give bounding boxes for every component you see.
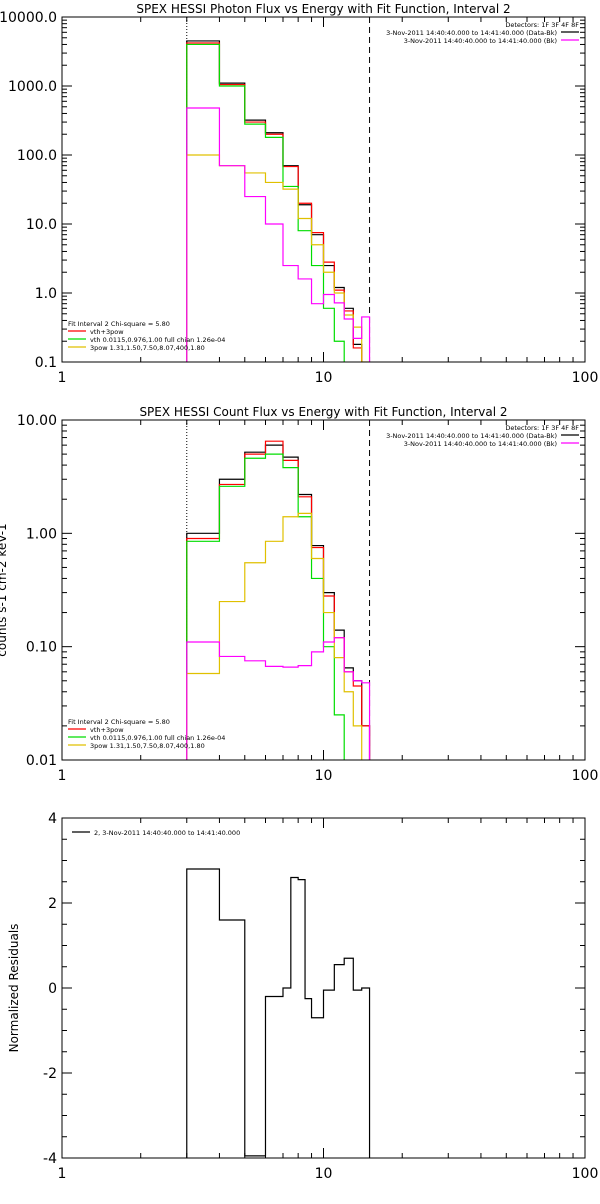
legend-label: 3-Nov-2011 14:40:40.000 to 14:41:40.000 … bbox=[404, 440, 557, 448]
series-line-0 bbox=[186, 40, 363, 362]
series-line-1 bbox=[186, 440, 371, 760]
series-line-0 bbox=[186, 868, 371, 1158]
series-line-4 bbox=[186, 637, 371, 760]
legend-header: Fit Interval 2 Chi-square = 5.80 bbox=[68, 718, 170, 726]
series-line-2 bbox=[186, 43, 345, 362]
y-tick-label: 0.10 bbox=[26, 640, 57, 656]
x-tick-label: 10 bbox=[315, 1166, 333, 1182]
x-tick-label: 10 bbox=[315, 370, 333, 386]
y-tick-label: 1000.0 bbox=[8, 79, 57, 95]
y-tick-label: 4 bbox=[48, 811, 57, 827]
legend-label: vth 0.0115,0.976,1.00 full chian 1.26e-0… bbox=[90, 336, 225, 344]
series-line-2 bbox=[186, 453, 345, 760]
chart-title: SPEX HESSI Photon Flux vs Energy with Fi… bbox=[136, 2, 510, 16]
x-tick-label: 100 bbox=[572, 768, 599, 784]
x-tick-label: 100 bbox=[572, 1166, 599, 1182]
legend-label: vth+3pow bbox=[90, 726, 124, 734]
chart-title: SPEX HESSI Count Flux vs Energy with Fit… bbox=[139, 405, 507, 419]
legend-label: 3pow 1.31,1.50,7.50,8.07,400,1.80 bbox=[90, 344, 205, 352]
legend-label: vth 0.0115,0.976,1.00 full chian 1.26e-0… bbox=[90, 734, 225, 742]
y-tick-label: 1.00 bbox=[26, 526, 57, 542]
legend-header: Fit Interval 2 Chi-square = 5.80 bbox=[68, 320, 170, 328]
y-tick-label: 0 bbox=[48, 981, 57, 997]
y-tick-label: 0.1 bbox=[35, 355, 57, 371]
y-tick-label: 1.0 bbox=[35, 286, 57, 302]
plot-frame bbox=[61, 419, 586, 761]
legend-label: 2, 3-Nov-2011 14:40:40.000 to 14:41:40.0… bbox=[94, 829, 240, 837]
x-tick-label: 1 bbox=[58, 1166, 67, 1182]
y-tick-label: 10.0 bbox=[26, 217, 57, 233]
y-axis-label: Normalized Residuals bbox=[7, 924, 21, 1053]
series-line-4 bbox=[186, 107, 371, 362]
x-tick-label: 1 bbox=[58, 370, 67, 386]
y-tick-label: -2 bbox=[43, 1066, 57, 1082]
y-tick-label: 0.01 bbox=[26, 753, 57, 769]
legend-label: 3-Nov-2011 14:40:40.000 to 14:41:40.000 … bbox=[386, 29, 557, 37]
x-tick-label: 100 bbox=[572, 370, 599, 386]
y-tick-label: -4 bbox=[43, 1151, 57, 1167]
legend-header: Detectors: 1F 3F 4F 8F bbox=[505, 21, 579, 29]
series-line-3 bbox=[186, 512, 363, 760]
y-tick-label: 2 bbox=[48, 896, 57, 912]
legend-label: 3-Nov-2011 14:40:40.000 to 14:41:40.000 … bbox=[386, 432, 557, 440]
plot-frame bbox=[61, 16, 586, 363]
x-tick-label: 1 bbox=[58, 768, 67, 784]
x-tick-label: 10 bbox=[315, 768, 333, 784]
y-axis-label: counts s-1 cm-2 keV-1 bbox=[0, 523, 9, 656]
y-tick-label: 100.0 bbox=[17, 148, 57, 164]
legend-label: 3-Nov-2011 14:40:40.000 to 14:41:40.000 … bbox=[404, 37, 557, 45]
plot-frame bbox=[61, 817, 586, 1159]
y-tick-label: 10000.0 bbox=[0, 10, 57, 26]
legend-header: Detectors: 1F 3F 4F 8F bbox=[505, 424, 579, 432]
series-line-0 bbox=[186, 444, 371, 760]
y-tick-label: 10.00 bbox=[17, 413, 57, 429]
legend-label: 3pow 1.31,1.50,7.50,8.07,400,1.80 bbox=[90, 742, 205, 750]
legend-label: vth+3pow bbox=[90, 328, 124, 336]
series-line-1 bbox=[186, 42, 363, 362]
